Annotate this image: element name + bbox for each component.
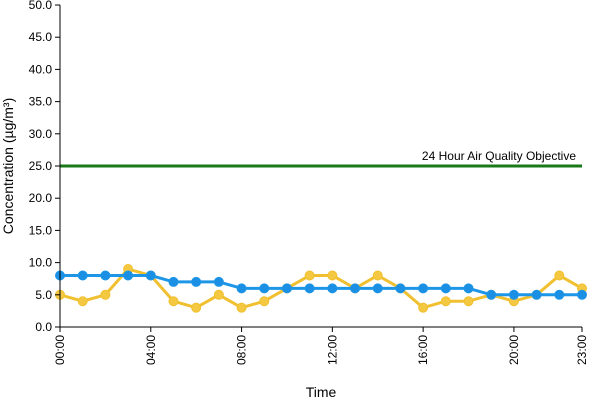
data-point: [463, 296, 474, 307]
data-point: [350, 283, 361, 294]
y-tick-label: 35.0: [29, 95, 53, 109]
data-point: [145, 270, 156, 281]
tick-label-group: 0.0 5.0 10.0 15.0 20.0 25.0 30.0 35.0 40.0 45.0 50…: [29, 0, 589, 365]
x-tick-label: 16:00: [416, 335, 430, 365]
axes-group: [55, 4, 583, 332]
y-tick-label: 40.0: [29, 62, 53, 76]
data-point: [77, 270, 88, 281]
data-point: [372, 270, 383, 281]
y-tick-label: 25.0: [29, 159, 53, 173]
series-line: [60, 273, 582, 297]
data-point: [123, 270, 134, 281]
data-point: [77, 296, 88, 307]
y-tick-label: 50.0: [29, 0, 53, 12]
data-point: [418, 302, 429, 313]
y-tick-label: 0.0: [35, 320, 52, 334]
data-point: [531, 289, 542, 300]
data-point: [236, 302, 247, 313]
series-2: [55, 270, 587, 300]
y-tick-label: 15.0: [29, 223, 53, 237]
data-point: [440, 283, 451, 294]
data-point: [554, 270, 565, 281]
data-point: [191, 276, 202, 287]
x-tick-label: 00:00: [53, 335, 67, 365]
series-group: [55, 264, 587, 313]
data-point: [508, 289, 519, 300]
y-axis-title: Concentration (µg/m³): [0, 98, 16, 234]
data-point: [577, 289, 587, 300]
x-tick-label: 20:00: [507, 335, 521, 365]
data-point: [236, 283, 247, 294]
data-point: [213, 276, 224, 287]
data-point: [100, 270, 111, 281]
data-point: [327, 283, 338, 294]
data-point: [213, 289, 224, 300]
data-point: [281, 283, 292, 294]
x-tick-label: 12:00: [325, 335, 339, 365]
data-point: [440, 296, 451, 307]
reference-line-label: 24 Hour Air Quality Objective: [422, 149, 576, 163]
data-point: [395, 283, 406, 294]
data-point: [259, 296, 270, 307]
data-point: [463, 283, 474, 294]
y-tick-label: 20.0: [29, 191, 53, 205]
x-axis-title: Time: [306, 384, 337, 400]
data-point: [554, 289, 565, 300]
data-point: [327, 270, 338, 281]
data-point: [486, 289, 497, 300]
y-tick-label: 5.0: [35, 288, 52, 302]
x-tick-label: 08:00: [235, 335, 249, 365]
data-point: [304, 283, 315, 294]
data-point: [191, 302, 202, 313]
x-tick-label: 04:00: [144, 335, 158, 365]
y-tick-label: 10.0: [29, 256, 53, 270]
data-point: [100, 289, 111, 300]
data-point: [418, 283, 429, 294]
data-point: [259, 283, 270, 294]
y-tick-label: 45.0: [29, 30, 53, 44]
data-point: [304, 270, 315, 281]
y-tick-label: 30.0: [29, 127, 53, 141]
data-point: [168, 276, 179, 287]
x-tick-label: 23:00: [575, 335, 589, 365]
data-point: [372, 283, 383, 294]
data-point: [168, 296, 179, 307]
